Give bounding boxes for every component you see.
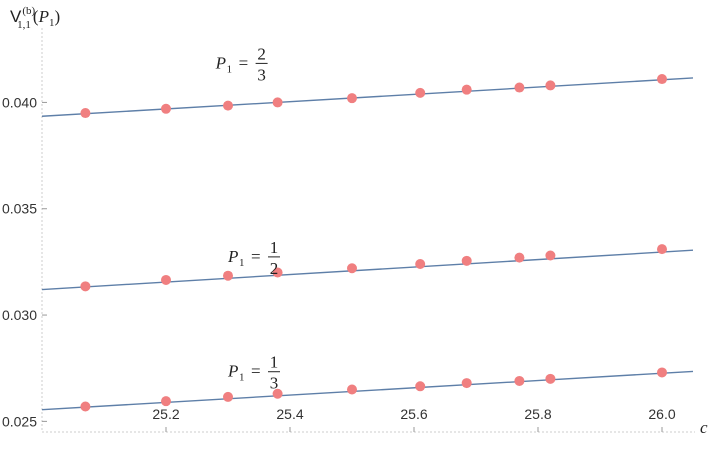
label-sub: 1 (227, 63, 233, 75)
data-point (223, 391, 233, 402)
y-tick-label: 0.025 (2, 413, 37, 429)
data-point (161, 396, 171, 407)
data-point (223, 100, 233, 111)
data-point (514, 375, 525, 386)
data-point (514, 252, 525, 263)
series-3 (41, 367, 694, 412)
x-axis-label: c (700, 418, 708, 437)
series-label: P 1 = 13 (227, 353, 280, 393)
data-point (80, 401, 91, 412)
label-numerator: 2 (257, 44, 266, 63)
label-var: P (227, 247, 238, 266)
label-var: P (227, 362, 238, 381)
x-tick-label: 26.0 (648, 406, 675, 422)
data-point (272, 97, 283, 108)
y-axis-ticks: 0.025 0.030 0.035 0.040 (2, 94, 47, 429)
data-point (161, 103, 171, 114)
data-point (545, 373, 556, 384)
data-point (514, 82, 525, 93)
label-denominator: 3 (257, 65, 266, 84)
data-point (415, 87, 426, 98)
data-point (161, 274, 171, 285)
data-point (272, 388, 283, 399)
data-point (657, 244, 667, 255)
data-point (657, 367, 667, 378)
label-eq: = (251, 247, 261, 266)
data-point (80, 281, 91, 292)
x-tick-label: 25.8 (524, 406, 551, 422)
label-eq: = (251, 362, 261, 381)
data-point (415, 381, 426, 392)
y-tick-label: 0.035 (2, 201, 37, 217)
series-label: P 1 = 2 3 (215, 44, 268, 84)
y-tick-label: 0.040 (2, 94, 37, 110)
label-eq: = (239, 53, 249, 72)
axes (41, 28, 695, 433)
label-denominator: 2 (270, 259, 279, 278)
label-var: P (215, 53, 226, 72)
data-point (347, 384, 357, 395)
x-axis-ticks: 25.2 25.4 25.6 25.8 26.0 (152, 406, 676, 432)
data-point (80, 108, 91, 119)
data-point (461, 84, 472, 95)
series-1 (41, 74, 694, 119)
data-point (461, 255, 472, 266)
data-point (545, 80, 556, 91)
fit-line (41, 77, 694, 117)
data-point (545, 250, 556, 261)
x-tick-label: 25.6 (400, 406, 427, 422)
data-point (415, 259, 426, 270)
data-point (223, 270, 233, 281)
data-point (657, 74, 667, 85)
series-2 (41, 244, 694, 292)
label-sub: 1 (239, 372, 245, 384)
series-layer (41, 74, 694, 412)
x-tick-label: 25.2 (152, 406, 179, 422)
series-label: P 1 = 12 (227, 238, 280, 278)
y-tick-label: 0.030 (2, 307, 37, 323)
series-labels: P 1 = 23P 1 = 12P 1 = 13 (215, 44, 280, 393)
data-point (347, 93, 357, 104)
x-tick-label: 25.4 (276, 406, 303, 422)
data-point (272, 267, 283, 278)
label-denominator: 3 (270, 374, 279, 393)
fit-line (41, 370, 694, 411)
data-point (461, 378, 472, 389)
fit-line (41, 249, 694, 291)
data-point (347, 263, 357, 274)
y-axis-label: V(b) 1,1 (P1) (10, 5, 60, 31)
label-numerator: 1 (270, 353, 279, 372)
label-numerator: 1 (270, 238, 279, 257)
label-sub: 1 (239, 257, 245, 269)
